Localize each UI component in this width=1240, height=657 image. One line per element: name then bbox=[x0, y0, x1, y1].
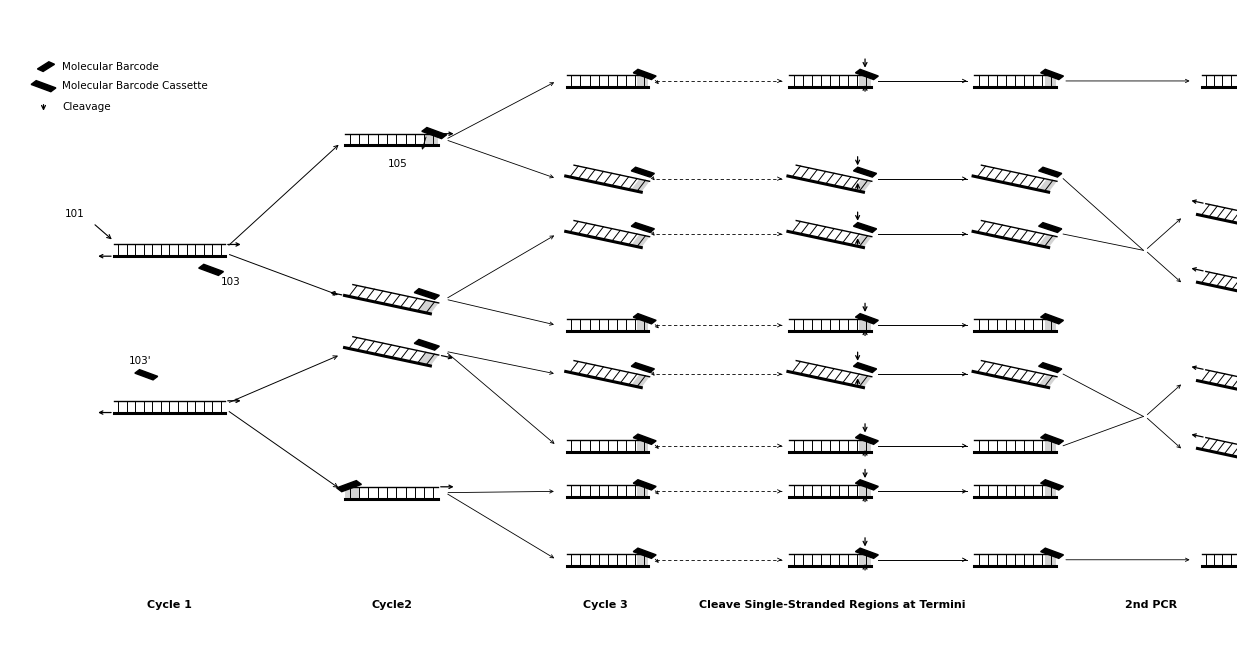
Polygon shape bbox=[1038, 374, 1056, 388]
Text: 105: 105 bbox=[388, 159, 408, 169]
Text: Cleave Single-Stranded Regions at Termini: Cleave Single-Stranded Regions at Termin… bbox=[699, 600, 966, 610]
Polygon shape bbox=[1038, 235, 1056, 248]
Polygon shape bbox=[1039, 168, 1061, 177]
Text: 2nd PCR: 2nd PCR bbox=[1125, 600, 1177, 610]
Text: Cycle2: Cycle2 bbox=[371, 600, 412, 610]
Polygon shape bbox=[1040, 313, 1064, 324]
Polygon shape bbox=[637, 319, 649, 331]
Polygon shape bbox=[418, 300, 439, 314]
Polygon shape bbox=[631, 168, 655, 177]
Polygon shape bbox=[637, 75, 649, 87]
Polygon shape bbox=[1039, 223, 1061, 233]
Polygon shape bbox=[637, 486, 649, 497]
Polygon shape bbox=[631, 235, 650, 248]
Polygon shape bbox=[1044, 75, 1055, 87]
Polygon shape bbox=[859, 319, 870, 331]
Polygon shape bbox=[856, 313, 878, 324]
Polygon shape bbox=[1038, 179, 1056, 192]
Polygon shape bbox=[422, 127, 446, 139]
Polygon shape bbox=[31, 81, 56, 92]
Polygon shape bbox=[859, 486, 870, 497]
Polygon shape bbox=[1039, 363, 1061, 373]
Polygon shape bbox=[1044, 319, 1055, 331]
Polygon shape bbox=[853, 223, 877, 233]
Polygon shape bbox=[345, 487, 360, 499]
Polygon shape bbox=[637, 440, 649, 451]
Polygon shape bbox=[198, 264, 223, 275]
Polygon shape bbox=[853, 363, 877, 373]
Polygon shape bbox=[856, 548, 878, 558]
Text: 103': 103' bbox=[129, 356, 151, 366]
Polygon shape bbox=[859, 75, 870, 87]
Polygon shape bbox=[853, 168, 877, 177]
Polygon shape bbox=[856, 434, 878, 444]
Polygon shape bbox=[1040, 480, 1064, 490]
Polygon shape bbox=[856, 480, 878, 490]
Polygon shape bbox=[637, 554, 649, 566]
Text: 101: 101 bbox=[64, 210, 84, 219]
Polygon shape bbox=[853, 374, 872, 388]
Polygon shape bbox=[414, 288, 439, 300]
Polygon shape bbox=[853, 235, 872, 248]
Polygon shape bbox=[424, 134, 438, 145]
Polygon shape bbox=[859, 440, 870, 451]
Polygon shape bbox=[859, 554, 870, 566]
Polygon shape bbox=[856, 69, 878, 79]
Text: Cleavage: Cleavage bbox=[62, 102, 110, 112]
Text: 103: 103 bbox=[221, 277, 241, 286]
Polygon shape bbox=[853, 179, 872, 192]
Polygon shape bbox=[37, 62, 55, 72]
Polygon shape bbox=[336, 481, 361, 491]
Polygon shape bbox=[631, 363, 655, 373]
Polygon shape bbox=[418, 352, 439, 366]
Text: Molecular Barcode: Molecular Barcode bbox=[62, 62, 159, 72]
Text: Cycle 3: Cycle 3 bbox=[583, 600, 627, 610]
Polygon shape bbox=[631, 223, 655, 233]
Polygon shape bbox=[631, 179, 650, 192]
Polygon shape bbox=[634, 69, 656, 79]
Polygon shape bbox=[634, 313, 656, 324]
Text: Cycle 1: Cycle 1 bbox=[148, 600, 192, 610]
Polygon shape bbox=[1044, 440, 1055, 451]
Polygon shape bbox=[1044, 486, 1055, 497]
Polygon shape bbox=[634, 480, 656, 490]
Polygon shape bbox=[1040, 548, 1064, 558]
Polygon shape bbox=[631, 374, 650, 388]
Polygon shape bbox=[634, 548, 656, 558]
Polygon shape bbox=[1040, 69, 1064, 79]
Polygon shape bbox=[414, 340, 439, 350]
Polygon shape bbox=[1044, 554, 1055, 566]
Text: Molecular Barcode Cassette: Molecular Barcode Cassette bbox=[62, 81, 208, 91]
Polygon shape bbox=[135, 370, 157, 380]
Polygon shape bbox=[1040, 434, 1064, 444]
Polygon shape bbox=[634, 434, 656, 444]
